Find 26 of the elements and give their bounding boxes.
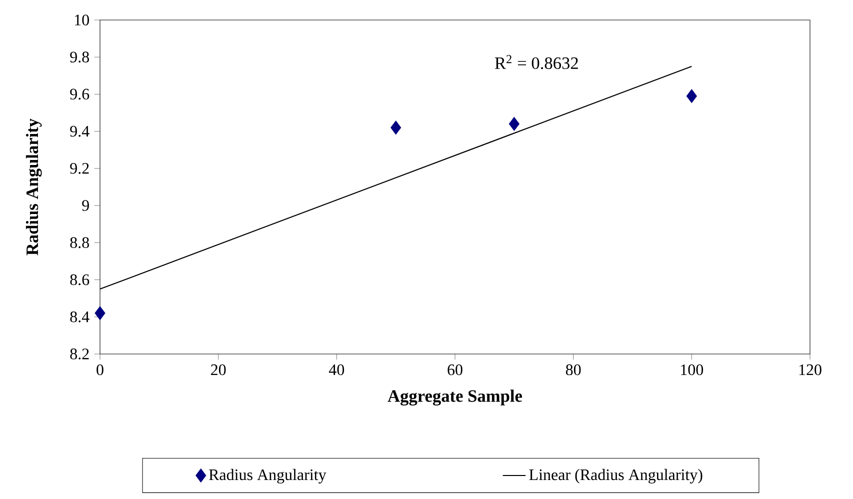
legend-label: Radius Angularity: [208, 468, 326, 484]
y-tick-label: 10: [75, 14, 89, 26]
y-tick-label: 8.2: [70, 348, 89, 360]
y-tick-label: 8.6: [70, 274, 90, 286]
y-axis-title: Radius Angularity: [26, 118, 42, 256]
x-tick-label: 0: [96, 364, 104, 376]
y-tick-label: 9.8: [70, 52, 89, 63]
annotation: R$^{2}$ = 0.8632: [494, 55, 578, 70]
y-tick-label: 8.4: [70, 311, 90, 322]
x-tick-label: 20: [211, 364, 226, 376]
x-tick-label: 80: [566, 364, 581, 376]
x-axis-title: Aggregate Sample: [388, 390, 522, 406]
point: [508, 116, 520, 131]
y-tick-label: 9.2: [70, 163, 89, 174]
point: [390, 120, 402, 135]
point: [94, 306, 106, 320]
x-tick-label: 40: [328, 364, 344, 376]
x-tick-label: 120: [799, 364, 822, 376]
x-tick-label: 100: [681, 364, 704, 376]
y-tick-label: 9.6: [70, 88, 90, 100]
y-tick-label: 9.4: [70, 126, 90, 137]
x-tick-label: 60: [448, 364, 462, 376]
point: [686, 89, 697, 104]
legend-label: Linear (Radius Angularity): [529, 468, 702, 484]
y-tick-label: 8.8: [70, 237, 89, 248]
y-tick-label: 9: [82, 200, 89, 211]
